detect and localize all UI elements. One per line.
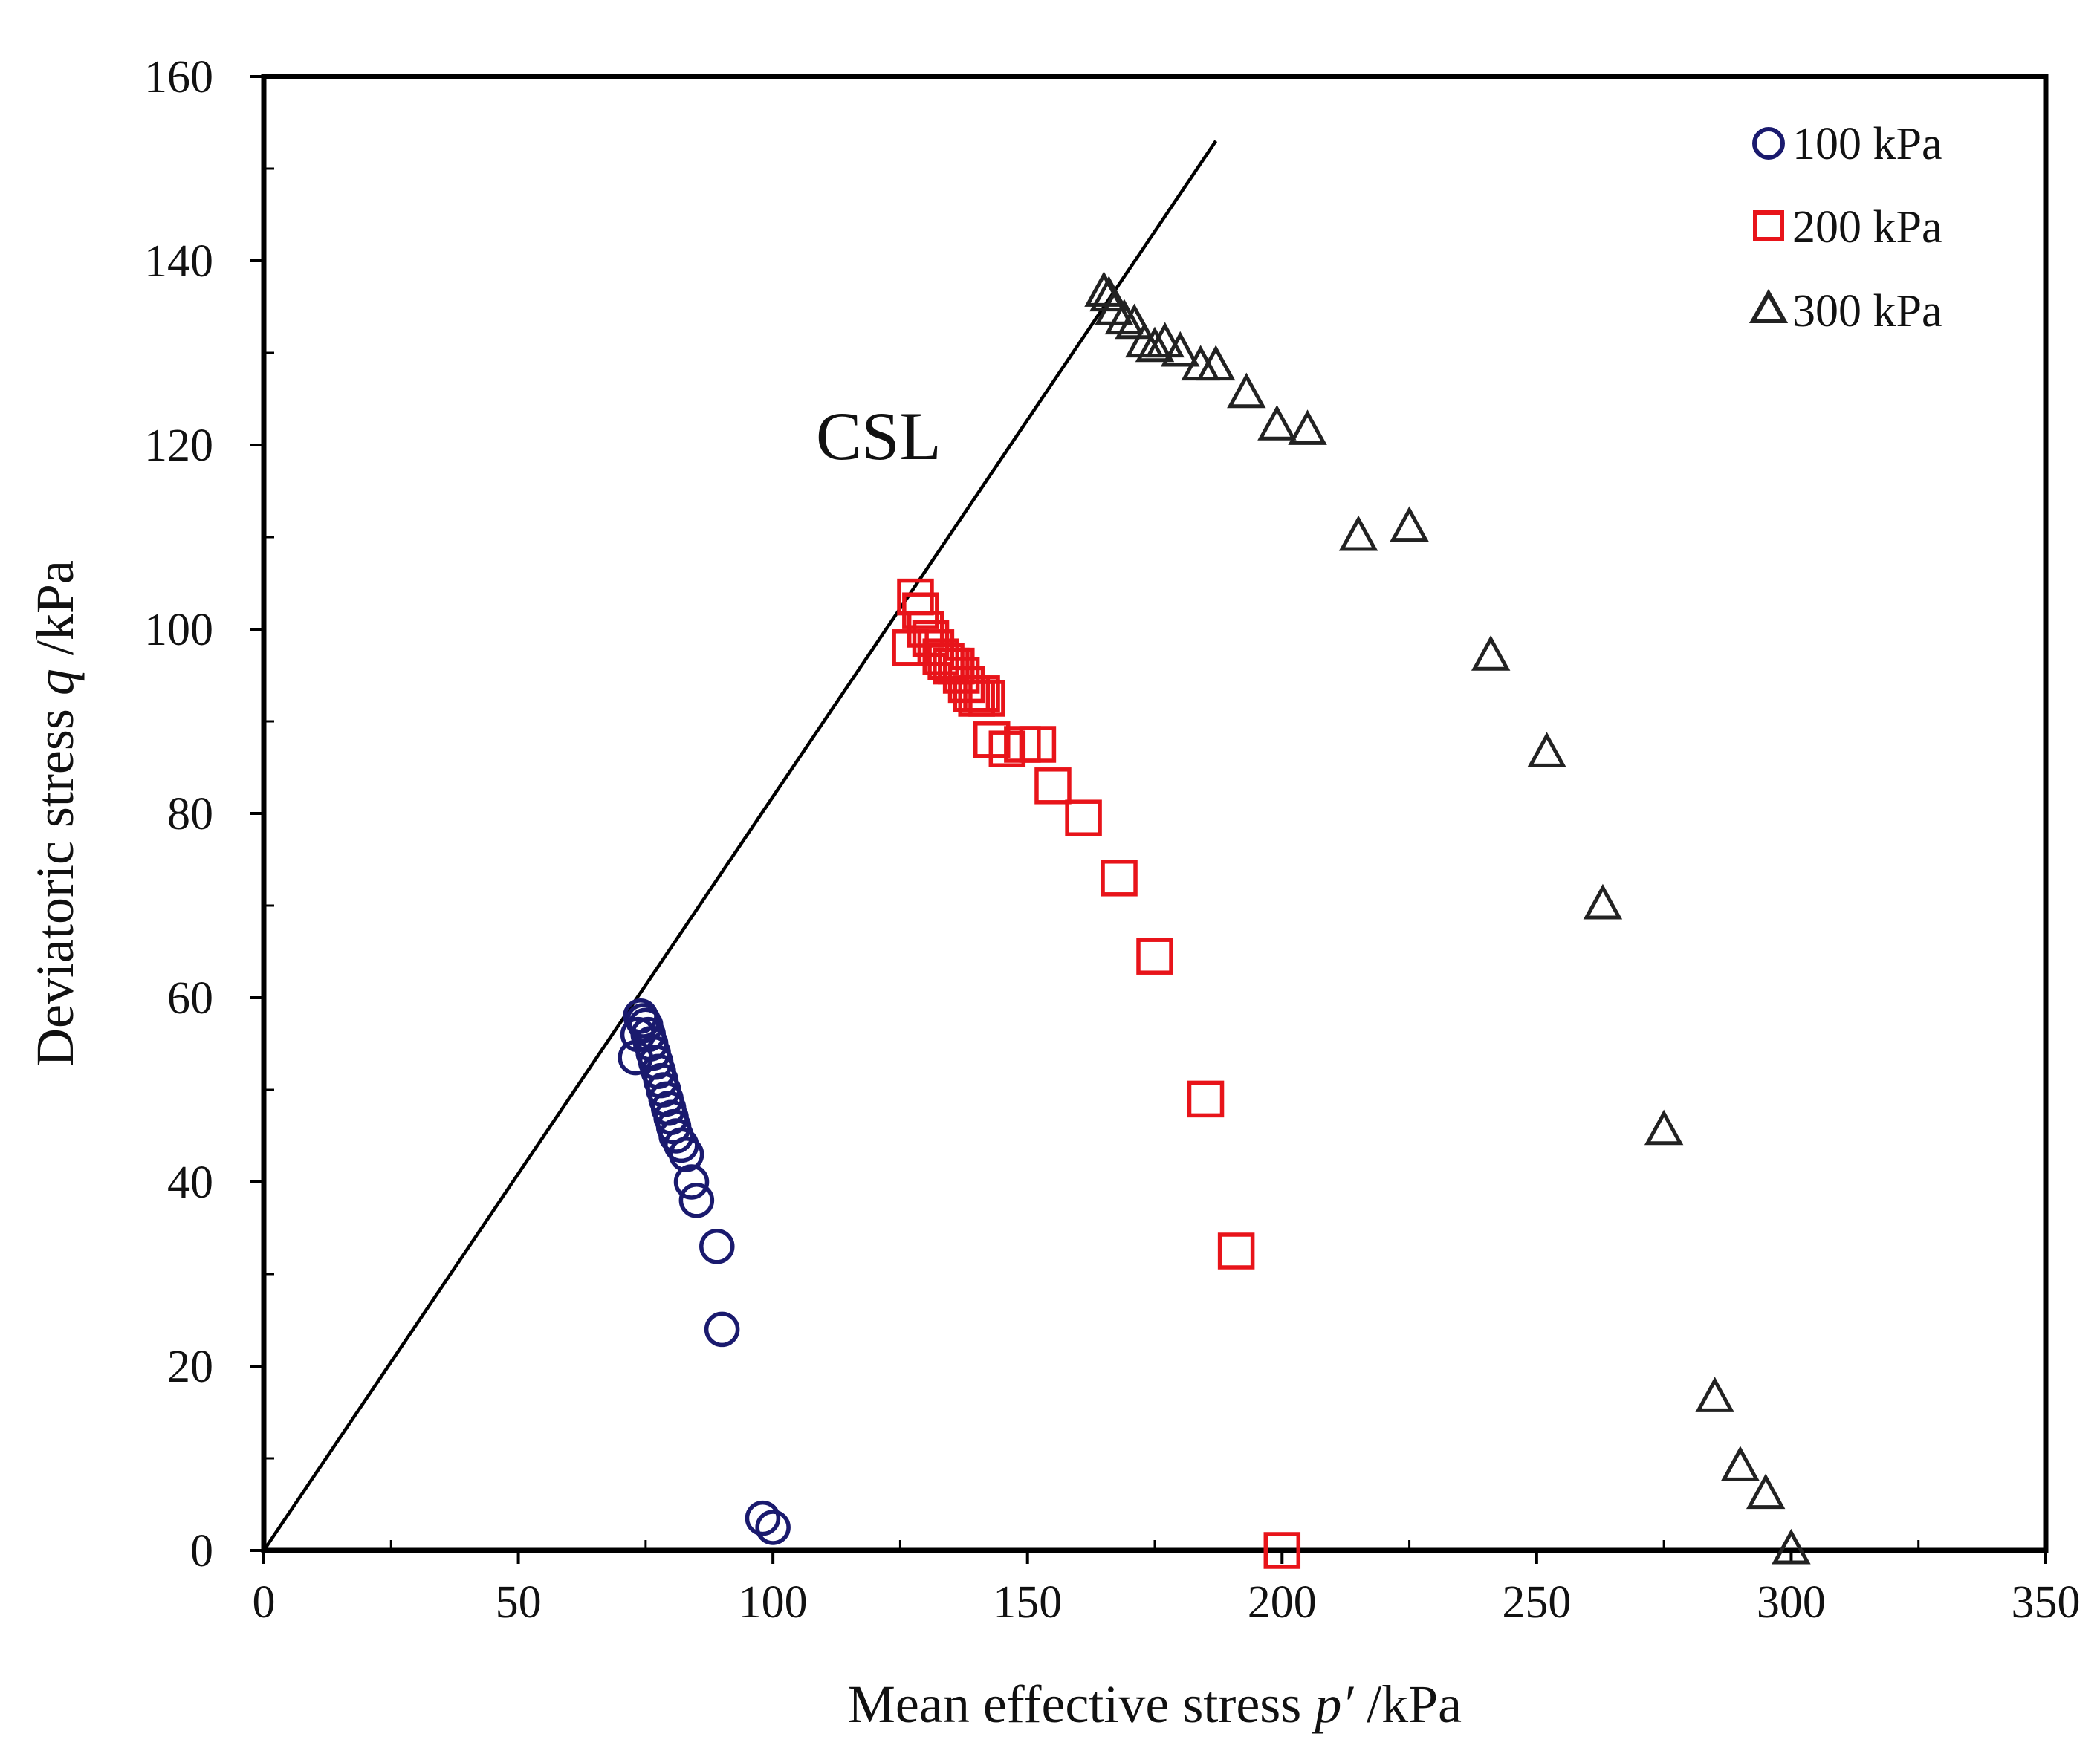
point-300kpa [1471, 635, 1511, 671]
legend-label-100kpa: 100 kPa [1792, 119, 1942, 169]
point-100kpa [699, 1229, 735, 1264]
x-tick-label: 250 [1502, 1577, 1571, 1628]
y-tick-label: 80 [167, 789, 213, 839]
axis-ticks [250, 75, 2047, 1564]
point-300kpa [1720, 1446, 1760, 1481]
y-tick-label: 100 [144, 605, 213, 655]
legend-label-300kpa: 300 kPa [1792, 286, 1942, 337]
point-100kpa [618, 1039, 653, 1076]
point-300kpa [1644, 1109, 1684, 1146]
point-200kpa [1101, 860, 1138, 897]
legend-circle-marker [1752, 127, 1785, 160]
x-tick-label: 100 [739, 1577, 808, 1628]
x-axis-title-prefix: Mean effective stress [848, 1674, 1315, 1734]
point-300kpa [1695, 1377, 1734, 1412]
csl-label: CSL [816, 398, 942, 474]
x-tick-label: 50 [496, 1577, 542, 1628]
point-200kpa [1034, 767, 1072, 805]
point-300kpa [1084, 271, 1124, 307]
x-axis-title-suffix: /kPa [1353, 1674, 1462, 1734]
x-tick-label: 0 [253, 1577, 276, 1628]
y-tick-label: 40 [167, 1157, 213, 1208]
point-200kpa [892, 629, 929, 666]
x-tick-label: 200 [1248, 1577, 1317, 1628]
point-200kpa [1065, 799, 1102, 836]
point-200kpa [912, 620, 950, 657]
legend-label-200kpa: 200 kPa [1792, 202, 1942, 253]
y-tick-label: 20 [167, 1342, 213, 1392]
point-100kpa [745, 1500, 781, 1536]
series-circle [618, 998, 791, 1545]
y-tick-label: 0 [190, 1526, 213, 1576]
point-300kpa [1227, 372, 1266, 409]
point-300kpa [1161, 331, 1200, 367]
legend-square-marker [1753, 210, 1784, 241]
reference-lines [262, 140, 1218, 1552]
point-100kpa [704, 1311, 740, 1348]
point-200kpa [1263, 1532, 1301, 1569]
point-300kpa [1288, 409, 1327, 445]
legend-item-300kpa: 300 kPa [1749, 286, 1942, 337]
point-300kpa [1104, 299, 1144, 335]
y-tick-label: 60 [167, 973, 213, 1024]
point-200kpa [917, 629, 955, 666]
legend-item-200kpa: 200 kPa [1753, 202, 1942, 253]
x-tick-label: 350 [2012, 1577, 2081, 1628]
y-tick-label: 160 [144, 52, 213, 103]
legend: 100 kPa 200 kPa 300 kPa [1749, 119, 1942, 337]
x-axis-title-symbol: p′ [1311, 1674, 1354, 1734]
point-200kpa [1217, 1232, 1255, 1270]
point-200kpa [1136, 938, 1173, 975]
point-100kpa [673, 1164, 710, 1200]
point-300kpa [1772, 1528, 1811, 1565]
point-200kpa [902, 592, 939, 629]
x-tick-label: 300 [1757, 1577, 1826, 1628]
legend-item-100kpa: 100 kPa [1752, 119, 1942, 169]
y-tick-labels: 0 20 40 60 80 100 120 140 160 [144, 52, 213, 1576]
y-axis-title: Deviatoric stress q /kPa [25, 560, 85, 1067]
point-100kpa [755, 1510, 791, 1545]
point-300kpa [1527, 732, 1566, 767]
point-300kpa [1257, 405, 1297, 441]
point-100kpa [620, 1016, 656, 1053]
csl-line [262, 140, 1218, 1552]
y-axis-title-suffix: /kPa [25, 560, 85, 669]
point-300kpa [1390, 506, 1429, 542]
point-300kpa [1145, 322, 1185, 358]
y-axis-title-prefix: Deviatoric stress [25, 695, 85, 1067]
point-200kpa [897, 578, 934, 616]
x-tick-labels: 0 50 100 150 200 250 300 350 [253, 1577, 2081, 1628]
x-axis-title: Mean effective stress p′ /kPa [848, 1674, 1462, 1734]
point-300kpa [1125, 322, 1164, 358]
point-200kpa [1187, 1080, 1225, 1118]
point-300kpa [1746, 1473, 1786, 1510]
series-square [892, 578, 1301, 1569]
point-300kpa [1338, 515, 1378, 551]
series-triangle [1084, 271, 1811, 1565]
point-300kpa [1089, 276, 1129, 312]
point-300kpa [1583, 883, 1623, 920]
x-tick-label: 150 [993, 1577, 1062, 1628]
point-300kpa [1135, 326, 1175, 363]
data-points [618, 271, 1811, 1569]
point-100kpa [678, 1183, 715, 1218]
point-200kpa [973, 721, 1011, 758]
y-tick-label: 120 [144, 420, 213, 471]
plot-area [261, 74, 2049, 1553]
y-axis-title-symbol: q [25, 669, 85, 695]
y-tick-label: 140 [144, 236, 213, 287]
point-100kpa [623, 998, 658, 1034]
legend-triangle-marker [1749, 288, 1789, 323]
